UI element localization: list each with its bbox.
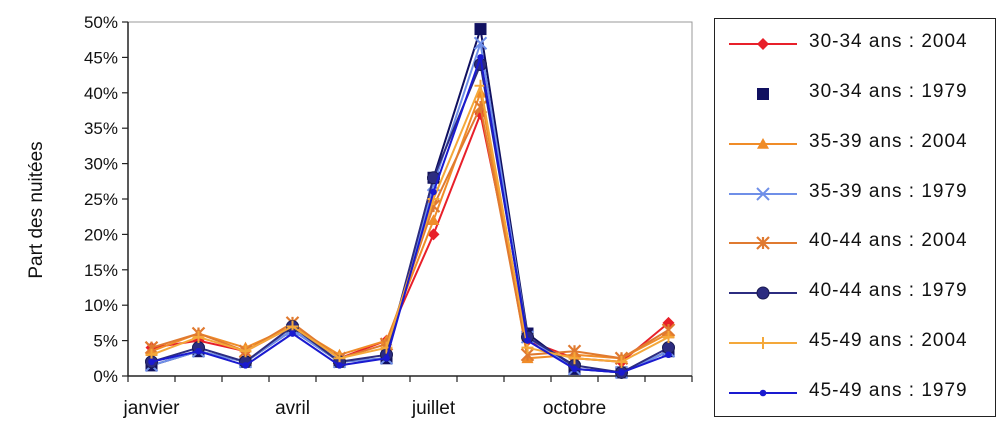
data-point bbox=[474, 23, 487, 36]
data-point bbox=[289, 330, 296, 337]
data-point bbox=[427, 228, 440, 241]
series-line bbox=[151, 88, 669, 360]
series-1 bbox=[145, 108, 675, 368]
y-tick-label: 20% bbox=[84, 225, 118, 244]
data-point bbox=[242, 362, 249, 369]
legend-item: 45-49 ans : 2004 bbox=[723, 323, 991, 363]
y-tick-label: 5% bbox=[93, 332, 118, 351]
plot-frame bbox=[127, 21, 693, 377]
y-tick-label: 50% bbox=[84, 13, 118, 32]
line-chart: 0% 5% 10% 15% 20% 25% 30% 35% 40% 45% 50% janvier av… bbox=[26, 13, 693, 419]
data-point bbox=[615, 355, 628, 368]
data-point bbox=[239, 345, 252, 358]
data-point bbox=[430, 188, 437, 196]
data-point bbox=[757, 37, 769, 50]
legend-item: 30-34 ans : 2004 bbox=[723, 24, 991, 64]
y-tick-label: 10% bbox=[84, 296, 118, 315]
legend-item: 40-44 ans : 2004 bbox=[723, 223, 991, 263]
legend-swatch bbox=[729, 186, 797, 201]
data-point bbox=[336, 362, 343, 369]
series-5 bbox=[144, 100, 676, 366]
series-line bbox=[151, 60, 669, 374]
data-point bbox=[571, 365, 578, 373]
x-tick-label: juillet bbox=[411, 398, 456, 419]
data-point bbox=[756, 186, 770, 201]
x-tick-label: janvier bbox=[123, 398, 181, 419]
legend-item: 45-49 ans : 1979 bbox=[723, 373, 991, 413]
y-tick-label: 30% bbox=[84, 155, 118, 174]
axes: 0% 5% 10% 15% 20% 25% 30% 35% 40% 45% 50% janvier av… bbox=[84, 13, 693, 419]
data-point bbox=[757, 87, 769, 100]
y-tick-label: 25% bbox=[84, 190, 118, 209]
legend-label: 40-44 ans : 2004 bbox=[809, 230, 968, 252]
series-line bbox=[151, 110, 670, 363]
series-6 bbox=[145, 57, 675, 379]
data-point bbox=[195, 347, 202, 355]
legend-swatch bbox=[729, 37, 797, 50]
series-line bbox=[151, 28, 669, 374]
data-point bbox=[759, 389, 767, 397]
series-8 bbox=[148, 54, 672, 376]
data-point bbox=[662, 331, 675, 344]
series-4 bbox=[144, 36, 676, 380]
legend-label: 35-39 ans : 1979 bbox=[809, 180, 968, 202]
series-line bbox=[151, 42, 669, 374]
data-point bbox=[757, 337, 769, 350]
data-point bbox=[473, 36, 488, 50]
legend-label: 45-49 ans : 2004 bbox=[809, 330, 968, 352]
data-point bbox=[477, 54, 484, 61]
data-point bbox=[568, 352, 581, 365]
data-point bbox=[148, 358, 155, 366]
legend-swatch bbox=[729, 286, 797, 300]
series-2 bbox=[145, 23, 675, 379]
legend-label: 35-39 ans : 2004 bbox=[809, 130, 968, 152]
legend-swatch bbox=[729, 236, 797, 251]
legend-label: 30-34 ans : 1979 bbox=[809, 80, 968, 102]
legend-label: 40-44 ans : 1979 bbox=[809, 280, 968, 302]
legend-item: 35-39 ans : 1979 bbox=[723, 174, 991, 214]
data-point bbox=[757, 137, 769, 149]
y-tick-label: 15% bbox=[84, 261, 118, 280]
x-tick-label: octobre bbox=[543, 398, 606, 419]
legend-swatch bbox=[729, 337, 797, 350]
data-point bbox=[383, 355, 390, 362]
y-tick-label: 40% bbox=[84, 84, 118, 103]
y-tick-label: 45% bbox=[84, 48, 118, 67]
data-point bbox=[756, 236, 770, 251]
data-point bbox=[427, 214, 440, 226]
legend-swatch bbox=[729, 389, 797, 397]
x-tick-label: avril bbox=[275, 398, 310, 419]
legend-item: 40-44 ans : 1979 bbox=[723, 273, 991, 313]
data-point bbox=[618, 369, 625, 376]
y-tick-label: 0% bbox=[93, 367, 118, 386]
legend-item: 30-34 ans : 1979 bbox=[723, 74, 991, 114]
legend-item: 35-39 ans : 2004 bbox=[723, 124, 991, 164]
legend: 30-34 ans : 2004 30-34 ans : 1979 35-39 an… bbox=[714, 18, 996, 417]
series-layer bbox=[144, 23, 676, 380]
legend-label: 30-34 ans : 2004 bbox=[809, 30, 968, 52]
series-line bbox=[151, 103, 670, 360]
y-axis-label: Part des nuitées bbox=[26, 141, 47, 278]
legend-swatch bbox=[757, 87, 769, 100]
data-point bbox=[756, 286, 770, 300]
series-3 bbox=[145, 86, 675, 364]
legend-label: 45-49 ans : 1979 bbox=[809, 380, 968, 402]
data-point bbox=[524, 337, 531, 344]
series-line bbox=[151, 57, 669, 374]
data-point bbox=[665, 351, 672, 359]
series-line bbox=[151, 82, 669, 363]
data-point bbox=[192, 331, 205, 344]
series-7 bbox=[145, 79, 675, 368]
legend-swatch bbox=[729, 137, 797, 149]
y-tick-label: 35% bbox=[84, 119, 118, 138]
